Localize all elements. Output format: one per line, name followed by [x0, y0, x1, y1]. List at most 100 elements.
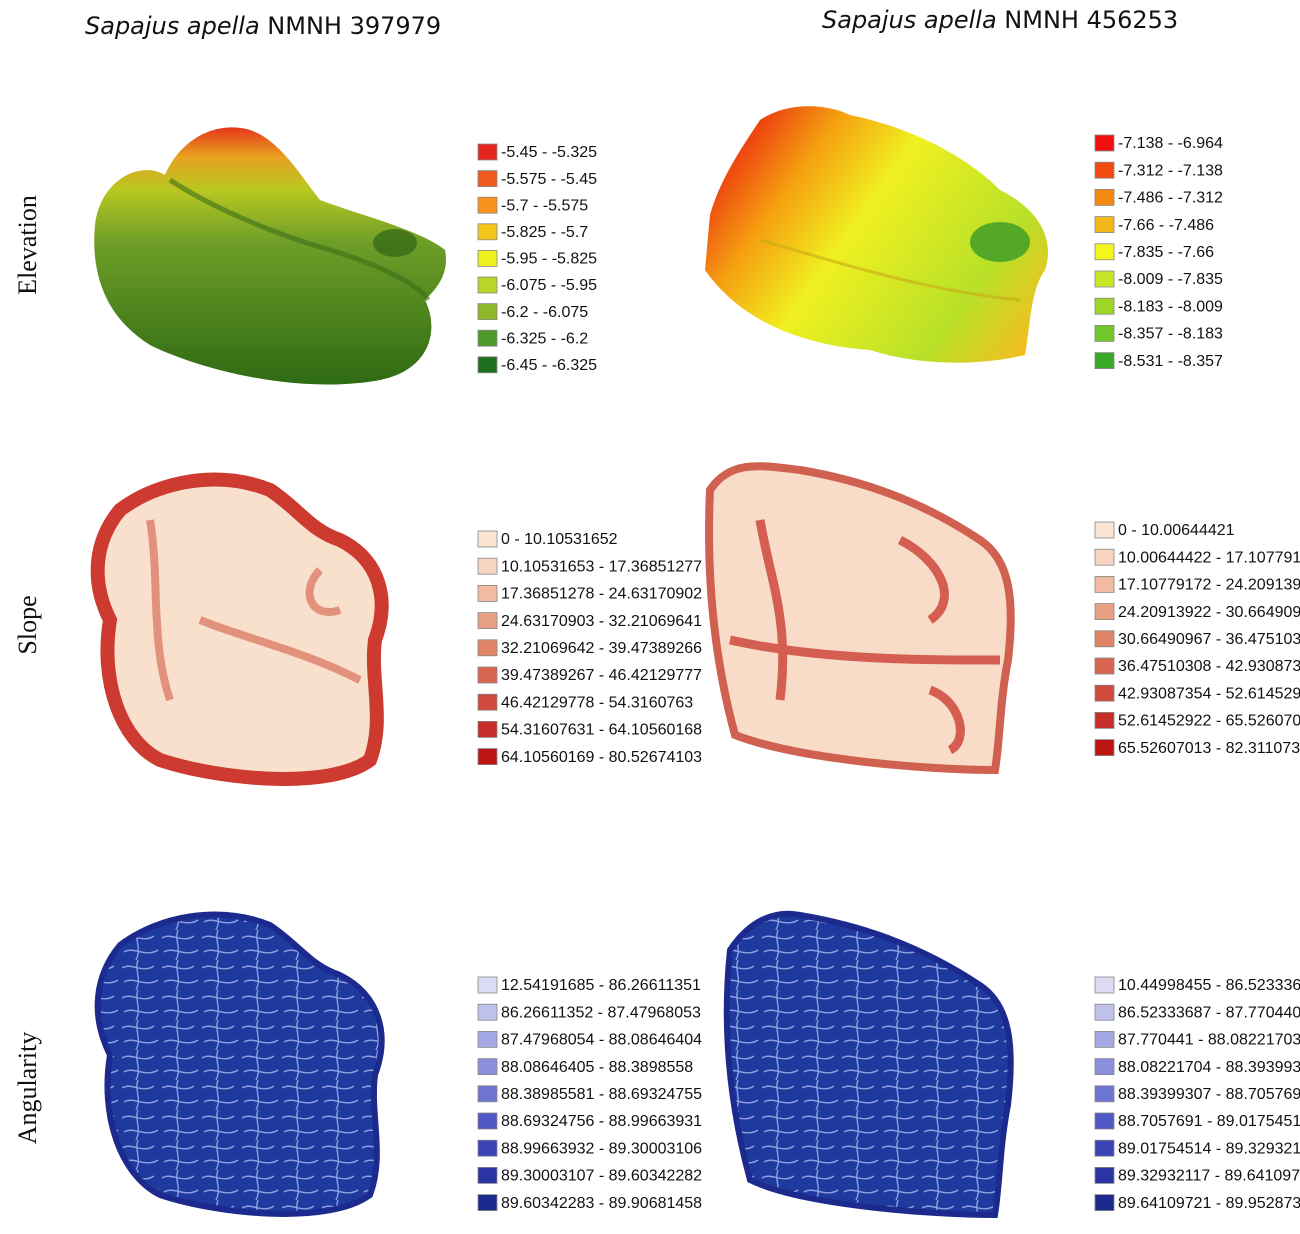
- legend-swatch: [1094, 352, 1115, 370]
- elevation-map: [705, 106, 1048, 363]
- legend-label: -8.357 - -8.183: [1118, 326, 1223, 343]
- legend-label: -7.66 - -7.486: [1118, 217, 1214, 234]
- angularity-map: [94, 911, 385, 1217]
- legend-swatch: [477, 530, 498, 548]
- slope-map: [90, 472, 389, 786]
- legend-label: 87.47968054 - 88.08646404: [501, 1032, 702, 1049]
- legend-swatch: [477, 721, 498, 738]
- legend-swatch: [1094, 297, 1115, 315]
- legend-label: 17.10779172 - 24.20913921: [1118, 577, 1300, 594]
- legend-swatch: [477, 1194, 498, 1211]
- column-title: Sapajus apella NMNH 456253: [822, 6, 1178, 34]
- legend-label: 0 - 10.00644421: [1118, 522, 1235, 539]
- legend-swatch: [477, 557, 498, 575]
- elevation-map: [94, 127, 446, 385]
- legend-label: 86.26611352 - 87.47968053: [501, 1004, 701, 1021]
- legend-label: 36.47510308 - 42.93087353: [1118, 658, 1300, 675]
- legend-swatch: [477, 585, 498, 602]
- legend-label: -5.7 - -5.575: [501, 197, 588, 214]
- legend-label: 88.08646405 - 88.3898558: [501, 1059, 693, 1076]
- legend-swatch: [477, 196, 498, 214]
- legend-swatch: [1094, 134, 1115, 152]
- legend-swatch: [1094, 976, 1115, 994]
- legend-label: 10.00644422 - 17.10779171: [1118, 549, 1300, 566]
- legend-label: 24.63170903 - 32.21069641: [501, 613, 702, 630]
- angularity-map: [723, 910, 1014, 1219]
- legend-label: 32.21069642 - 39.47389266: [501, 640, 702, 657]
- legend-swatch: [1094, 1194, 1115, 1211]
- specimen: NMNH 456253: [1004, 6, 1178, 34]
- legend-label: 0 - 10.10531652: [501, 531, 618, 548]
- legend-label: 88.99663932 - 89.30003106: [501, 1140, 702, 1157]
- legend-label: 88.39399307 - 88.70576909: [1118, 1086, 1300, 1103]
- legend-swatch: [477, 223, 498, 241]
- legend-swatch: [477, 693, 498, 711]
- legend-swatch: [477, 1112, 498, 1130]
- legend: 12.54191685 - 86.26611351 86.26611352 - 8…: [477, 976, 702, 1212]
- legend-label: 89.60342283 - 89.90681458: [501, 1195, 702, 1212]
- row-label: Slope: [13, 595, 42, 654]
- legend-label: 89.64109721 - 89.95287323: [1118, 1195, 1300, 1212]
- legend-swatch: [1094, 603, 1115, 620]
- legend-swatch: [477, 303, 498, 321]
- legend-swatch: [1094, 576, 1115, 593]
- legend: 0 - 10.10531652 10.10531653 - 17.36851277…: [477, 530, 702, 766]
- row-label: Angularity: [13, 1032, 42, 1145]
- row-label: Elevation: [13, 195, 42, 295]
- legend-swatch: [477, 1139, 498, 1157]
- legend-swatch: [477, 666, 498, 684]
- species: Sapajus apella: [822, 6, 997, 34]
- legend-swatch: [1094, 1058, 1115, 1075]
- legend-label: -8.183 - -8.009: [1118, 298, 1223, 315]
- legend-label: 30.66490967 - 36.47510307: [1118, 631, 1300, 648]
- legend-swatch: [477, 1058, 498, 1075]
- legend-swatch: [1094, 1003, 1115, 1021]
- legend-swatch: [1094, 243, 1115, 261]
- legend-swatch: [1094, 324, 1115, 342]
- legend: -5.45 - -5.325 -5.575 - -5.45 -5.7 - -5.57…: [477, 143, 597, 374]
- legend-label: 88.69324756 - 88.99663931: [501, 1113, 702, 1130]
- legend-label: -6.2 - -6.075: [501, 304, 588, 321]
- legend-swatch: [477, 1167, 498, 1184]
- legend-label: -7.486 - -7.312: [1118, 190, 1223, 207]
- legend-label: 39.47389267 - 46.42129777: [501, 667, 702, 684]
- legend-label: -7.138 - -6.964: [1118, 135, 1223, 152]
- legend-label: 52.61452922 - 65.52607012: [1118, 713, 1300, 730]
- tooth-images: [90, 106, 1048, 1219]
- legend-label: 10.44998455 - 86.52333686: [1118, 977, 1300, 994]
- legend-swatch: [1094, 270, 1115, 288]
- legend-swatch: [477, 170, 498, 188]
- legend-swatch: [1094, 521, 1115, 539]
- legend-label: -5.45 - -5.325: [501, 144, 597, 161]
- legend-swatch: [1094, 739, 1115, 756]
- legend-swatch: [1094, 684, 1115, 702]
- legend-swatch: [477, 143, 498, 161]
- legend-label: 89.30003107 - 89.60342282: [501, 1168, 702, 1185]
- column-titles: Sapajus apella NMNH 397979 Sapajus apell…: [85, 6, 1178, 40]
- legend-label: -8.531 - -8.357: [1118, 353, 1223, 370]
- legend-label: 10.10531653 - 17.36851277: [501, 558, 702, 575]
- legend-label: -6.45 - -6.325: [501, 357, 597, 374]
- legend-label: -7.835 - -7.66: [1118, 244, 1214, 261]
- legend-swatch: [1094, 630, 1115, 648]
- legend-label: 88.7057691 - 89.01754513: [1118, 1113, 1300, 1130]
- legend-label: -5.825 - -5.7: [501, 224, 588, 241]
- legend-swatch: [477, 1031, 498, 1048]
- legend-label: 64.10560169 - 80.52674103: [501, 749, 702, 766]
- legend-swatch: [1094, 1085, 1115, 1103]
- legend-swatch: [477, 249, 498, 267]
- legend-swatch: [1094, 1031, 1115, 1048]
- legend-label: 24.20913922 - 30.66490966: [1118, 604, 1300, 621]
- legend-label: 86.52333687 - 87.77044099: [1118, 1004, 1300, 1021]
- legend: 0 - 10.00644421 10.00644422 - 17.10779171…: [1094, 521, 1300, 757]
- legend-swatch: [477, 639, 498, 657]
- legend-label: -6.325 - -6.2: [501, 330, 588, 347]
- legend-swatch: [1094, 548, 1115, 566]
- legends: -5.45 - -5.325 -5.575 - -5.45 -5.7 - -5.57…: [477, 134, 1300, 1212]
- legend-swatch: [477, 748, 498, 765]
- legend-swatch: [1094, 657, 1115, 675]
- legend-label: 17.36851278 - 24.63170902: [501, 586, 702, 603]
- legend-swatch: [1094, 216, 1115, 234]
- legend-swatch: [477, 276, 498, 294]
